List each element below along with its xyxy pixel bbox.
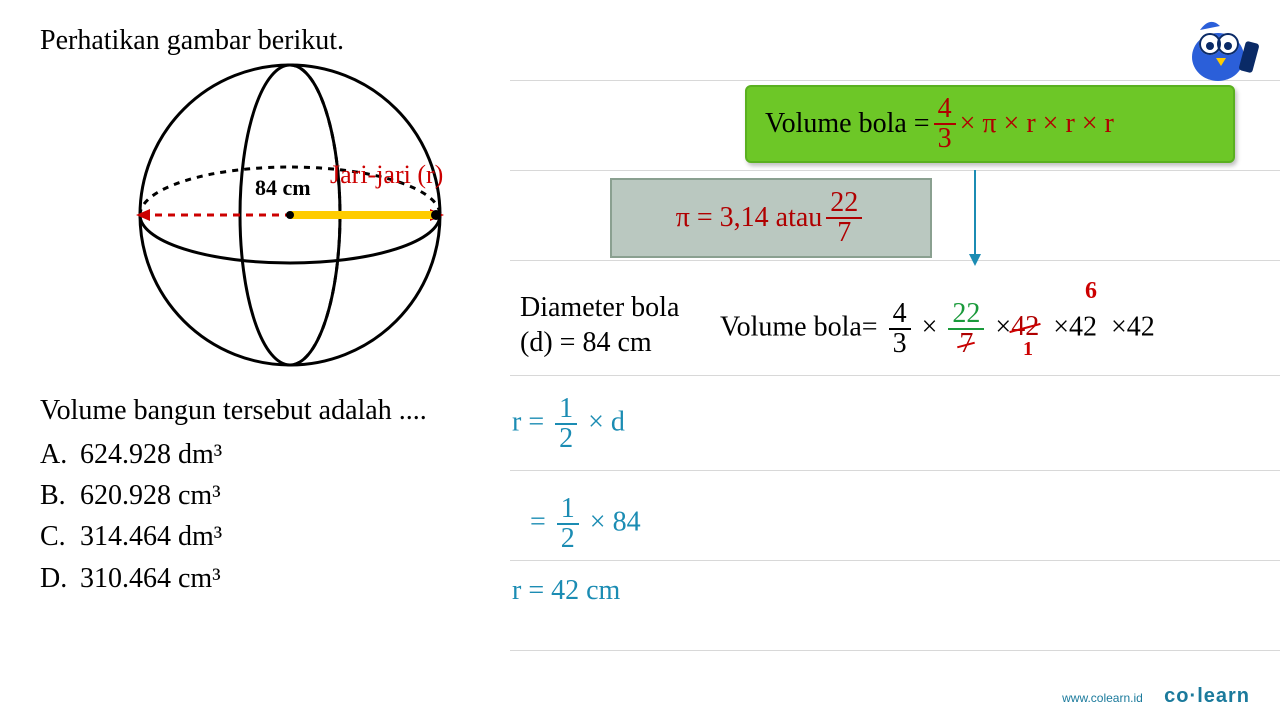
volume-calculation: Volume bola= 4 3 × 22 7 ×42 ×42 ×42: [720, 300, 1155, 358]
diameter-info: Diameter bola (d) = 84 cm: [520, 290, 679, 360]
volume-formula-box: Volume bola = 4 3 × π × r × r × r: [745, 85, 1235, 163]
work-line-1: r = 12 × d: [512, 395, 625, 453]
frac-22-7: 22 7: [948, 300, 984, 358]
math-slide: Perhatikan gambar berikut. 84 cm Jari-ja…: [0, 0, 1280, 720]
footer-url: www.colearn.id: [1062, 691, 1143, 705]
option-d: D.310.464 cm³: [40, 559, 222, 598]
cancel-annotation-6: 6: [1085, 278, 1097, 305]
work-line-3: r = 42 cm: [512, 575, 620, 607]
work-line-2: = 12 × 84: [530, 495, 641, 553]
brand-logo: co·learn: [1164, 685, 1250, 707]
pi-prefix: π = 3,14 atau: [676, 202, 823, 234]
pi-value-box: π = 3,14 atau 22 7: [610, 178, 932, 258]
cancel-annotation-1: 1: [1023, 338, 1033, 361]
mascot-icon: [1180, 12, 1260, 92]
arrow-down-icon: [965, 170, 985, 270]
answer-options: A.624.928 dm³ B.620.928 cm³ C.314.464 dm…: [40, 435, 222, 600]
instruction-title: Perhatikan gambar berikut.: [40, 25, 344, 57]
option-c: C.314.464 dm³: [40, 517, 222, 556]
formula-rest: × π × r × r × r: [960, 108, 1114, 140]
diameter-label: 84 cm: [255, 175, 311, 201]
four-thirds-fraction: 4 3: [934, 95, 956, 153]
option-a: A.624.928 dm³: [40, 435, 222, 474]
footer: www.colearn.id co·learn: [1062, 685, 1250, 708]
question-text: Volume bangun tersebut adalah ....: [40, 395, 427, 427]
sphere-diagram: [130, 55, 450, 375]
pi-fraction: 22 7: [826, 189, 862, 247]
radius-label: Jari-jari (r): [330, 160, 443, 190]
formula-prefix: Volume bola =: [765, 108, 930, 140]
option-b: B.620.928 cm³: [40, 476, 222, 515]
frac-4-3: 4 3: [889, 300, 911, 358]
